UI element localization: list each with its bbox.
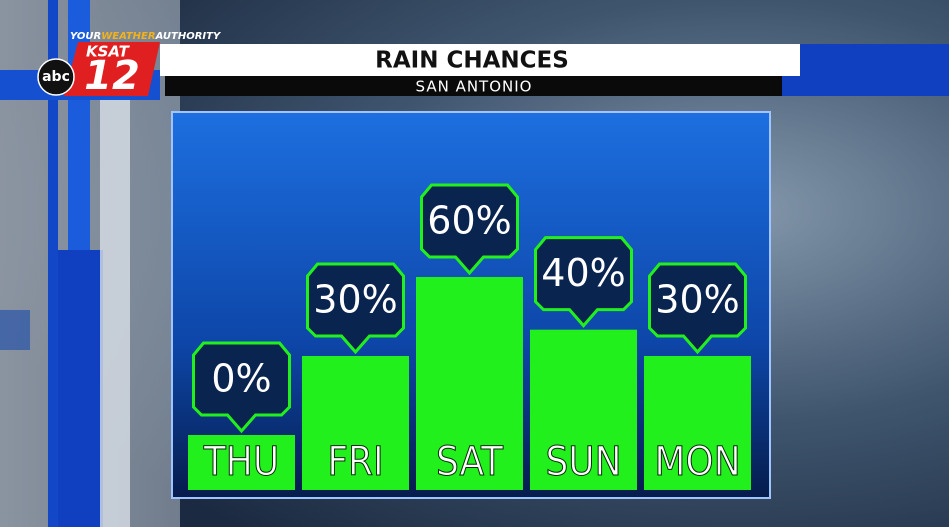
plot: THU 0% FRI 30% SAT 60% SUN 40% MON 30% bbox=[188, 183, 751, 490]
bar bbox=[416, 277, 523, 490]
title-bar bbox=[160, 44, 800, 76]
value-badge bbox=[306, 262, 405, 355]
header-band bbox=[780, 44, 949, 96]
value-badge bbox=[192, 341, 291, 434]
bar bbox=[530, 329, 637, 490]
bar bbox=[302, 356, 409, 490]
x-tick-label: SUN bbox=[545, 439, 621, 485]
value-badge bbox=[648, 262, 747, 355]
data-label: 30% bbox=[313, 278, 397, 322]
tagline: YOURWEATHERAUTHORITY bbox=[70, 31, 222, 42]
x-tick-label: FRI bbox=[327, 439, 383, 485]
bar bbox=[644, 356, 751, 490]
bar bbox=[188, 435, 295, 490]
tagline-your: YOUR bbox=[70, 31, 101, 42]
data-label: 60% bbox=[427, 199, 511, 243]
value-badge bbox=[534, 236, 633, 328]
x-tick-label: SAT bbox=[436, 439, 504, 485]
data-label: 40% bbox=[541, 251, 625, 295]
channel: 12 bbox=[84, 53, 140, 99]
x-tick-label: MON bbox=[654, 439, 740, 485]
x-tick-label: THU bbox=[203, 439, 279, 485]
chart-title: RAIN CHANCES bbox=[375, 48, 569, 74]
value-badge bbox=[420, 183, 519, 276]
logo: YOURWEATHERAUTHORITY KSAT 12 abc bbox=[37, 31, 222, 99]
network: abc bbox=[42, 69, 70, 85]
data-label: 30% bbox=[655, 278, 739, 322]
chart-subtitle: SAN ANTONIO bbox=[416, 78, 533, 96]
data-label: 0% bbox=[211, 357, 271, 401]
station: KSAT bbox=[86, 43, 131, 61]
tagline-weather: WEATHER bbox=[101, 31, 155, 42]
subtitle-bar bbox=[165, 76, 782, 96]
tagline-authority: AUTHORITY bbox=[155, 31, 222, 42]
